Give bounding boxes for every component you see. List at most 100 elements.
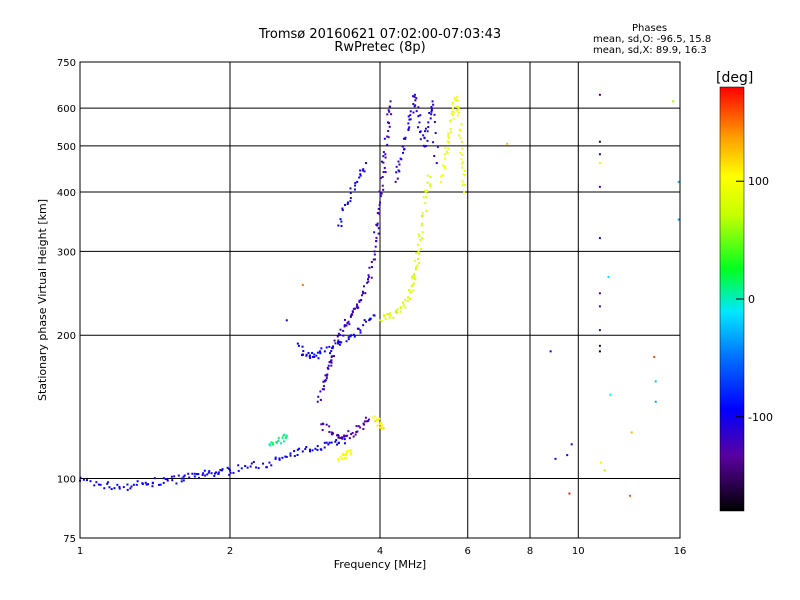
trace-point: [452, 111, 455, 114]
trace-point: [388, 125, 391, 128]
phase-x-stats: mean, sd,X: 89.9, 16.3: [593, 45, 707, 56]
trace-point: [343, 454, 346, 457]
trace-point: [408, 289, 411, 292]
trace-point: [444, 166, 447, 169]
trace-point: [302, 350, 305, 353]
trace-point: [367, 280, 370, 283]
trace-point: [417, 126, 420, 129]
trace-point: [361, 169, 364, 172]
trace-point: [413, 276, 416, 279]
trace-point: [308, 448, 311, 451]
trace-point: [396, 177, 399, 180]
trace-point: [321, 388, 324, 391]
trace-point: [379, 319, 381, 322]
trace-point: [455, 105, 458, 108]
outlier-point: [654, 380, 657, 383]
trace-point: [380, 320, 383, 323]
trace-point: [421, 231, 424, 234]
trace-point: [341, 207, 344, 210]
trace-point: [228, 473, 231, 476]
trace-point: [374, 420, 377, 423]
trace-point: [343, 318, 346, 321]
trace-point: [289, 452, 292, 455]
trace-point: [366, 281, 369, 284]
trace-point: [337, 441, 340, 444]
trace-point: [162, 477, 165, 480]
trace-point: [420, 224, 423, 227]
trace-point: [386, 113, 389, 116]
trace-point: [379, 421, 382, 424]
outlier-point: [607, 276, 610, 279]
trace-point: [430, 110, 433, 113]
trace-point: [130, 485, 133, 488]
trace-point: [197, 473, 200, 476]
grid-lines: [80, 62, 680, 538]
trace-point: [274, 456, 277, 459]
trace-point: [380, 192, 383, 195]
trace-point: [311, 355, 314, 358]
trace-point: [341, 209, 344, 212]
x-tick-label: 16: [674, 546, 687, 557]
trace-point: [381, 428, 384, 431]
y-axis-label: Stationary phase Virtual Height [km]: [36, 199, 49, 401]
trace-point: [316, 400, 319, 403]
trace-point: [322, 423, 325, 426]
trace-point: [413, 259, 416, 262]
trace-point: [285, 434, 288, 437]
trace-point: [107, 481, 110, 484]
trace-point: [213, 472, 216, 475]
trace-point: [436, 145, 439, 148]
trace-point: [375, 418, 378, 421]
trace-point: [317, 395, 320, 398]
trace-point: [418, 261, 421, 264]
trace-point: [384, 317, 387, 320]
trace-point: [419, 138, 422, 141]
phase-o-stats: mean, sd,O: -96.5, 15.8: [593, 34, 712, 45]
trace-point: [318, 350, 321, 353]
trace-point: [413, 95, 416, 98]
trace-point: [442, 164, 445, 167]
trace-point: [343, 438, 346, 441]
trace-point: [404, 136, 407, 139]
trace-point: [407, 129, 410, 132]
column-point: [598, 237, 601, 240]
trace-point: [435, 162, 438, 165]
trace-point: [463, 190, 466, 193]
outlier-point: [630, 431, 633, 434]
trace-point: [367, 274, 370, 277]
trace-point: [417, 233, 420, 236]
trace-point: [422, 196, 425, 199]
trace-point: [328, 361, 331, 364]
trace-point: [322, 380, 325, 383]
trace-point: [335, 439, 338, 442]
trace-point: [395, 171, 398, 174]
outlier-point: [677, 218, 680, 221]
trace-point: [395, 309, 398, 312]
trace-point: [430, 109, 433, 112]
trace-point: [366, 278, 369, 281]
trace-point: [363, 319, 366, 322]
trace-point: [411, 276, 414, 279]
trace-point: [421, 222, 424, 225]
trace-point: [349, 197, 352, 200]
trace-point: [421, 214, 424, 217]
trace-point: [461, 166, 464, 169]
trace-point: [357, 306, 360, 309]
trace-point: [424, 191, 427, 194]
trace-point: [339, 456, 342, 459]
trace-point: [337, 434, 340, 437]
trace-point: [144, 481, 147, 484]
trace-point: [340, 341, 343, 344]
trace-point: [315, 354, 318, 357]
trace-point: [347, 338, 350, 341]
trace-point: [460, 158, 463, 161]
trace-point: [407, 115, 410, 118]
trace-point: [324, 379, 327, 382]
trace-point: [278, 457, 281, 460]
trace-point: [383, 166, 386, 169]
trace-point: [416, 243, 419, 246]
trace-point: [354, 433, 357, 436]
trace-point: [427, 126, 430, 129]
trace-point: [360, 294, 363, 297]
trace-point: [359, 331, 362, 334]
